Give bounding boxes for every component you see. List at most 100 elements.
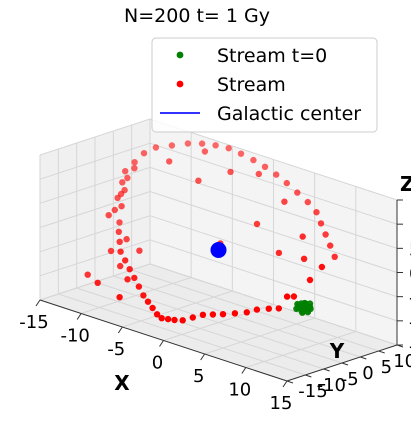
x-tick-mark [76,313,82,320]
stream-point [198,140,206,147]
x-tick-mark [159,340,164,347]
x-tick-mark [35,299,41,307]
stream-point [189,314,196,321]
stream-point [116,219,123,226]
x-tick-label: 10 [228,380,251,401]
grid-line [149,263,398,346]
stream-point [136,247,143,254]
z-tick-label: -5 [409,288,411,309]
stream-point [122,257,129,264]
stream-point [115,228,123,235]
legend-frame [151,37,378,133]
stream-point [105,212,112,219]
grid-line [149,142,398,225]
stream-point [140,292,147,299]
stream-point [184,140,192,147]
stream-point [304,198,311,206]
legend-label: Stream t=0 [217,45,327,67]
stream-point [135,283,143,290]
y-tick-mark [378,350,385,354]
data-points [84,140,338,324]
stream-point [126,266,133,273]
stream-point [111,206,119,214]
stream-point [124,276,131,283]
stream-point [300,255,308,262]
stream-point [168,142,176,149]
stream-point [219,311,227,318]
stream-point [306,276,314,284]
stream-point [201,148,209,155]
stream-point [107,247,115,255]
stream-point [84,271,91,278]
x-tick-label: -10 [60,326,89,347]
stream-point [116,294,123,301]
y-axis-label: Y [329,339,345,363]
stream-point [117,248,124,255]
tick-labels: -15-10-5051015-15-10-5051015-15-10-50510… [19,191,411,414]
grid-line [39,142,151,180]
grid-line [39,118,151,156]
stream-point [123,236,130,243]
stream-point [152,144,160,151]
stream-point [313,209,320,216]
stream-point [114,194,121,202]
stream-point [227,168,234,176]
y-tick-mark [323,368,330,372]
x-tick-mark [282,380,288,388]
stream-point [118,203,125,210]
stream-point [153,311,161,318]
stream-point [318,263,326,271]
stream-point [166,158,173,165]
legend-dot-marker [176,51,184,59]
z-tick-label: 0 [409,264,411,285]
stream-point [119,179,126,186]
z-tick-label: -10 [409,312,411,333]
stream-point [144,298,152,305]
stream-point [281,198,288,205]
stream-point [317,220,325,227]
chart-title: N=200 t= 1 Gy [124,5,270,27]
y-tick-mark [305,374,312,378]
legend-label: Galactic center [217,103,361,125]
stream-point [265,305,272,312]
stream-point [122,168,129,175]
stream-point [171,316,178,324]
y-tick-label: -15 [298,381,327,402]
x-tick-label: 0 [152,353,163,374]
stream-point [131,159,138,166]
stream-point [231,310,239,317]
stream-point [283,293,291,300]
x-tick-label: -5 [107,339,125,360]
y-tick-label: -10 [317,375,346,396]
z-tick-label: 5 [409,239,411,260]
stream-point [116,238,123,245]
x-tick-label: -15 [19,312,48,333]
stream-point [275,305,282,312]
x-tick-label: 5 [193,366,204,387]
stream-point [164,315,172,323]
stream-point [283,179,290,187]
x-tick-label: 15 [270,393,293,414]
stream-point [275,249,283,257]
stream-point [149,304,156,312]
y-tick-label: 5 [381,357,392,378]
y-tick-mark [341,362,349,366]
stream-point [225,145,232,152]
x-tick-mark [241,367,247,374]
stream-t0-point [295,305,302,312]
stream-point [212,142,219,149]
z-axis-label: Z [400,172,411,196]
stream-point [237,150,245,157]
stream-point [199,311,207,318]
z-tick-label: -15 [409,336,411,357]
stream-point [290,293,298,300]
stream-point [250,156,257,164]
stream-point [209,311,217,318]
x-tick-mark [200,353,206,361]
legend-dot-marker [176,80,184,88]
stream-t0-point [304,308,312,316]
stream-point [273,171,280,178]
legend-label: Stream [217,74,286,96]
stream-point [131,165,138,172]
legend: Stream t=0 Stream Galactic center [151,37,378,133]
